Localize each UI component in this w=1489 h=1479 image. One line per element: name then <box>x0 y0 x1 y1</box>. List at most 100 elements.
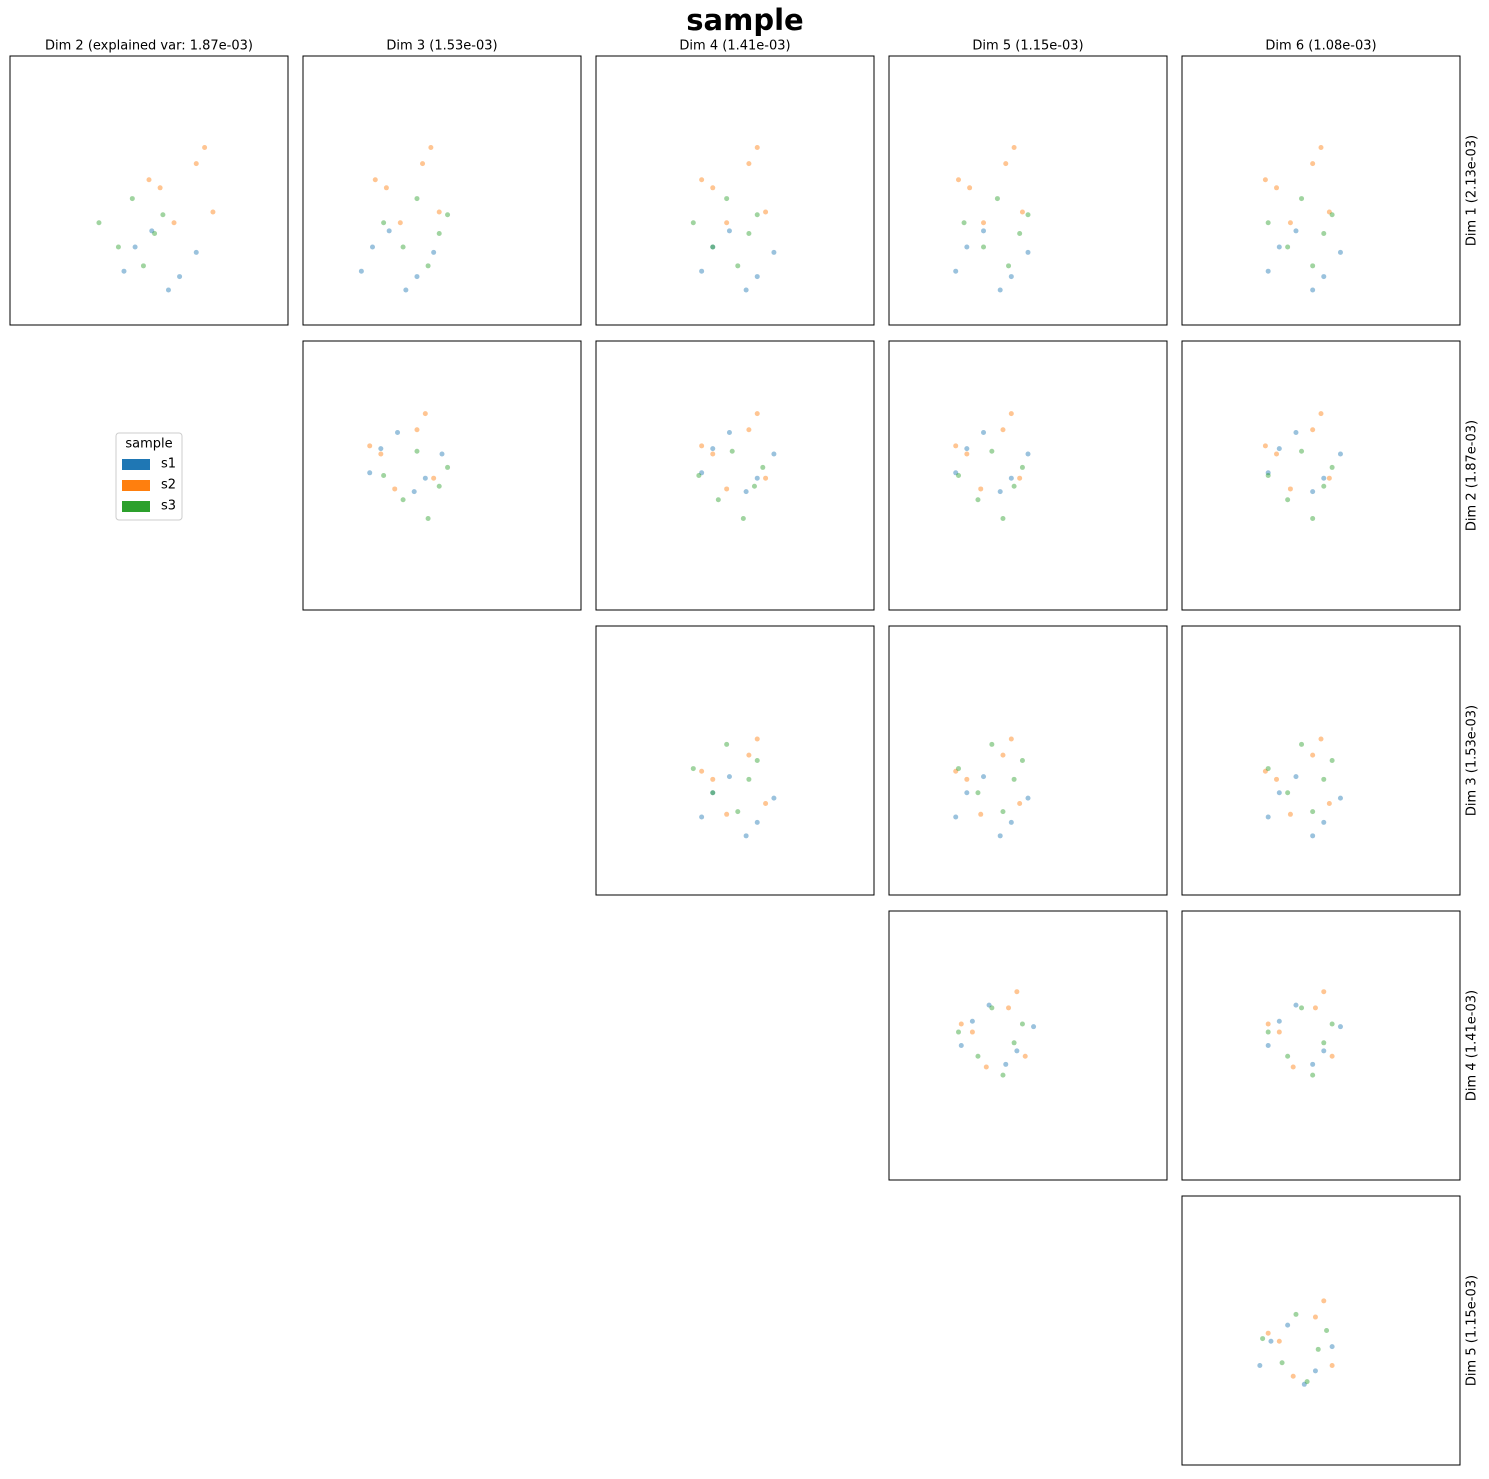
point <box>202 144 208 150</box>
point <box>1321 1040 1327 1046</box>
point <box>964 244 970 250</box>
point <box>1279 1360 1285 1366</box>
point <box>1321 819 1327 825</box>
point <box>1003 161 1009 167</box>
point <box>710 244 716 250</box>
point <box>1310 263 1316 269</box>
panel-frame <box>1181 340 1461 611</box>
point <box>1000 1072 1006 1078</box>
point <box>1318 144 1324 150</box>
point <box>1011 483 1017 489</box>
point <box>422 475 428 481</box>
panel-frame <box>888 55 1168 326</box>
point <box>1265 268 1271 274</box>
panel-frame <box>595 340 875 611</box>
point <box>763 209 769 215</box>
panel-frame <box>9 55 289 326</box>
point <box>969 1018 975 1024</box>
point <box>975 790 981 796</box>
point <box>754 212 760 218</box>
point <box>397 220 403 226</box>
point <box>953 768 959 774</box>
point <box>997 489 1003 495</box>
point <box>1019 1021 1025 1027</box>
point <box>1337 1024 1343 1030</box>
point <box>760 464 766 470</box>
point <box>1008 411 1014 417</box>
point <box>1265 1029 1271 1035</box>
point <box>710 244 716 250</box>
panel-frame <box>302 340 582 611</box>
point <box>981 228 987 234</box>
point <box>958 1021 964 1027</box>
point <box>956 1029 961 1035</box>
point <box>1329 212 1335 218</box>
column-title: Dim 6 (1.08e-03) <box>1265 39 1376 54</box>
point <box>1326 209 1332 215</box>
point <box>414 274 420 280</box>
point <box>1000 427 1006 433</box>
point <box>1321 1298 1327 1304</box>
point <box>132 244 138 250</box>
point <box>400 497 406 503</box>
point <box>1285 497 1291 503</box>
point <box>177 274 183 280</box>
point <box>445 464 451 470</box>
point <box>1293 1002 1299 1008</box>
point <box>157 185 163 191</box>
point <box>160 212 166 218</box>
row-label: Dim 1 (2.13e-03) <box>1465 135 1480 246</box>
point <box>699 268 705 274</box>
point <box>445 212 451 218</box>
point <box>425 516 431 522</box>
point <box>152 231 158 237</box>
point <box>710 776 716 782</box>
point <box>1293 774 1299 780</box>
point <box>958 1043 964 1048</box>
point <box>1011 1040 1017 1046</box>
point <box>1019 209 1025 215</box>
legend-label: s3 <box>161 499 176 514</box>
point <box>422 411 428 417</box>
point <box>690 766 696 772</box>
point <box>403 287 409 293</box>
point <box>1310 752 1316 758</box>
point <box>1014 1048 1020 1054</box>
point <box>715 497 721 503</box>
point <box>699 177 705 183</box>
point <box>1324 1328 1330 1333</box>
point <box>1312 1005 1318 1011</box>
point <box>1312 1368 1318 1374</box>
point <box>1287 220 1293 226</box>
point <box>743 489 749 495</box>
point <box>981 429 987 435</box>
point <box>149 228 155 234</box>
point <box>1265 1043 1271 1048</box>
panel-frame <box>1181 1195 1461 1466</box>
point <box>1321 989 1327 995</box>
point <box>975 497 981 503</box>
row-label: Dim 5 (1.15e-03) <box>1465 1275 1480 1386</box>
point <box>1329 1362 1335 1368</box>
point <box>400 244 406 250</box>
point <box>724 741 730 747</box>
point <box>735 809 741 815</box>
point <box>746 231 752 237</box>
point <box>367 470 373 476</box>
point <box>1274 776 1280 782</box>
point <box>1321 1048 1327 1054</box>
point <box>1276 790 1282 796</box>
point <box>746 161 752 167</box>
point <box>975 1053 981 1059</box>
point <box>710 185 716 191</box>
point <box>1321 483 1327 489</box>
point <box>964 776 970 782</box>
point <box>1299 1005 1305 1011</box>
point <box>699 814 705 820</box>
panel-frame <box>595 55 875 326</box>
legend-swatch <box>122 501 150 512</box>
point <box>1310 489 1316 495</box>
point <box>1262 177 1268 183</box>
point <box>381 473 387 478</box>
